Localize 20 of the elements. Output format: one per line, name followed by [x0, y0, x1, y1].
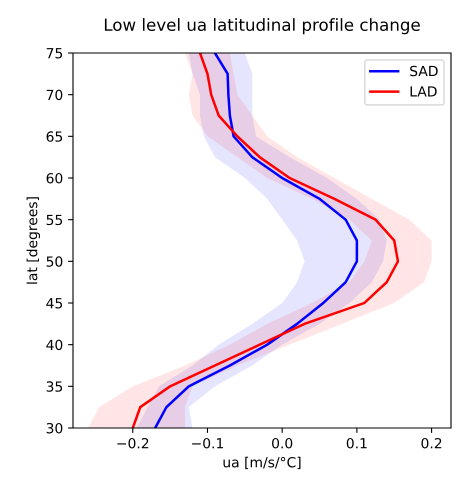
x-tick-label: −0.1	[192, 438, 224, 448]
y-tick-label: 40	[46, 340, 62, 350]
legend-label: SAD	[410, 66, 438, 76]
legend-label: LAD	[410, 86, 437, 96]
x-tick-label: 0.2	[421, 438, 442, 448]
y-tick-label: 35	[46, 381, 62, 392]
y-tick-label: 55	[46, 214, 62, 226]
x-tick-label: −0.2	[117, 438, 148, 448]
chart-title: Low level ua latitudinal profile change	[104, 18, 420, 34]
y-tick-label: 75	[46, 48, 62, 58]
x-tick-label: 0.0	[272, 438, 292, 448]
y-tick-label: 50	[46, 256, 62, 267]
y-tick-label: 65	[46, 131, 62, 142]
x-tick-label: 0.1	[346, 438, 367, 448]
y-tick-label: 30	[46, 422, 62, 434]
x-axis-title: ua [m/s/°C]	[224, 456, 300, 470]
y-tick-label: 60	[46, 172, 62, 184]
y-axis-title: lat [degrees]	[26, 197, 40, 284]
y-tick-label: 45	[46, 298, 62, 308]
y-tick-label: 70	[46, 90, 62, 100]
